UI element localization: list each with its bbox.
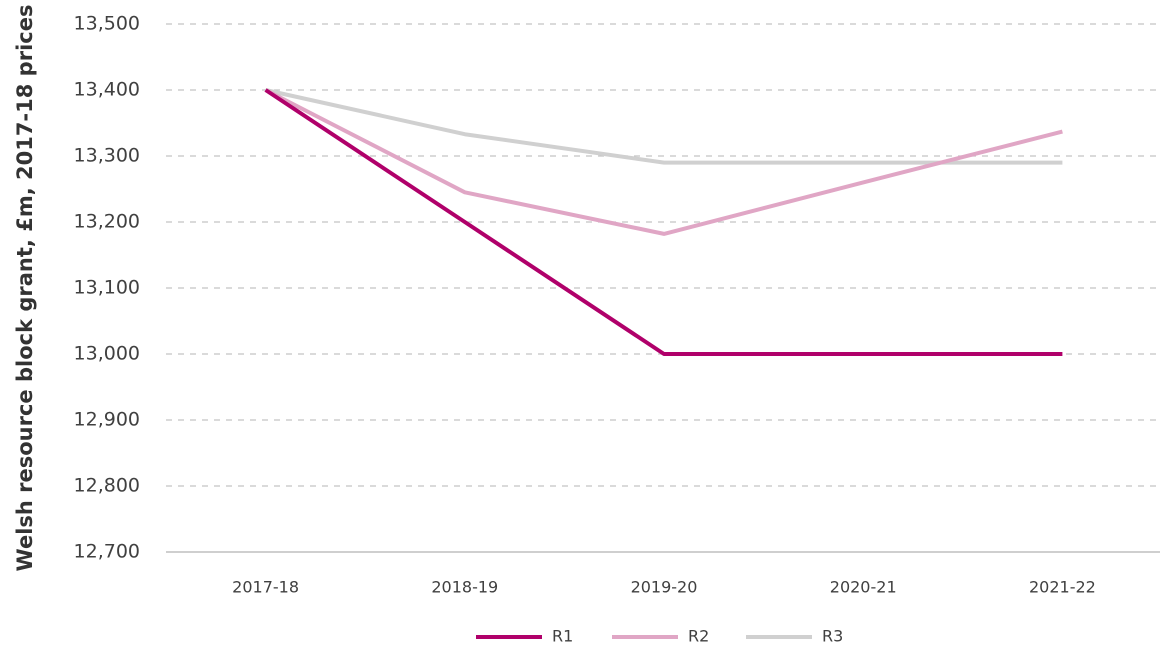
y-axis-label: Welsh resource block grant, £m, 2017-18 … — [13, 5, 37, 572]
x-tick-label: 2017-18 — [232, 578, 299, 597]
x-tick-label: 2020-21 — [830, 578, 897, 597]
y-tick-label: 13,200 — [74, 211, 140, 233]
series-line — [265, 88, 1063, 165]
y-tick-label: 13,000 — [74, 343, 140, 365]
legend-label: R3 — [822, 627, 843, 645]
y-tick-label: 12,900 — [74, 409, 140, 431]
x-tick-label: 2019-20 — [631, 578, 698, 597]
legend-label: R2 — [688, 627, 709, 645]
legend-label: R1 — [552, 627, 573, 645]
y-tick-label: 13,400 — [74, 79, 140, 101]
x-tick-label: 2021-22 — [1029, 578, 1096, 597]
y-tick-label: 13,300 — [74, 145, 140, 167]
x-tick-label: 2018-19 — [431, 578, 498, 597]
y-tick-label: 13,500 — [74, 13, 140, 35]
series-line — [264, 88, 1063, 236]
y-tick-label: 13,100 — [74, 277, 140, 299]
series-line — [264, 88, 1063, 356]
y-tick-label: 12,800 — [74, 475, 140, 497]
y-tick-label: 12,700 — [74, 541, 140, 563]
